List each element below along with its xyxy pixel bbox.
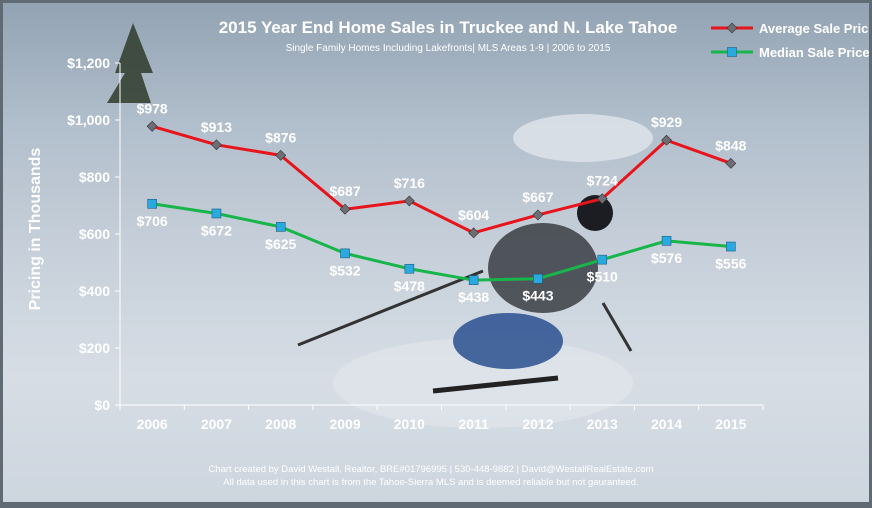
average-data-label: $604 [458,207,489,223]
x-tick-label: 2014 [651,416,682,432]
average-point [403,195,415,207]
median-point [211,208,222,219]
average-point [211,139,222,151]
median-data-label: $576 [651,250,682,266]
chart-subtitle: Single Family Homes Including Lakefronts… [286,43,611,54]
chart-frame: $0 $200 $400 $600 $800 $1,000 $1,200 2006 2007 2… [3,3,869,502]
average-data-label: $876 [265,129,296,145]
y-tick-label: $600 [79,226,110,242]
chart-title: 2015 Year End Home Sales in Truckee and … [219,18,678,37]
tree-icon [107,23,153,103]
median-point [147,198,157,209]
median-data-label: $556 [715,256,746,272]
series-line-median [151,202,731,282]
x-axis-ticks: 2006 2007 2008 2009 2010 2011 2012 2013 2014 2015 [119,405,764,432]
legend-label-median: Median Sale Price [759,45,869,60]
average-point [468,227,480,239]
median-data-label: $510 [587,269,618,285]
median-data-label: $672 [201,222,232,238]
median-point [468,275,479,285]
median-point [661,236,672,246]
average-point [725,157,737,169]
series-line-average [151,124,732,235]
y-tick-label: $800 [79,169,110,185]
average-data-label: $724 [587,173,618,189]
x-tick-label: 2013 [587,416,618,432]
average-data-label: $687 [329,183,360,199]
average-data-label: $913 [201,119,232,135]
x-tick-label: 2009 [329,416,360,432]
line-chart: $0$200$400$600$800$1,000$1,200 2006 2007 2… [27,18,869,488]
data-labels: $978 $913 $876 $687 $716 $604 $667 $724 $929 $848… [137,100,747,305]
average-data-label: $716 [394,175,425,191]
median-data-label: $443 [522,288,553,304]
y-tick-label: $1,000 [67,112,110,128]
footer-disclaimer: All data used in this chart is from the … [223,477,638,488]
footer-credit: Chart created by David Westall, Realtor,… [208,464,653,475]
x-tick-label: 2010 [394,416,425,432]
median-point [275,222,286,232]
average-data-label: $929 [651,114,682,130]
median-point [404,263,415,274]
average-data-label: $978 [137,100,168,116]
x-tick-label: 2012 [522,416,553,432]
diamond-marker-icon [726,22,738,34]
average-point [661,134,672,146]
legend-label-average: Average Sale Price [759,21,869,36]
median-point [340,248,350,259]
average-point [275,149,287,161]
median-point [533,273,543,284]
median-data-label: $438 [458,289,489,305]
x-tick-label: 2006 [137,416,168,432]
x-tick-label: 2008 [265,416,296,432]
average-data-label: $667 [522,189,553,205]
average-data-label: $848 [715,137,746,153]
median-data-label: $625 [265,236,296,252]
y-tick-label: $200 [79,340,110,356]
series-layer [146,120,737,285]
y-axis-label: Pricing in Thousands [27,148,44,311]
median-data-label: $532 [329,262,360,278]
square-marker-icon [727,47,737,57]
x-tick-label: 2011 [458,416,489,432]
average-point [146,120,158,132]
median-data-label: $478 [394,278,425,294]
y-axis-ticks: $0 $200 $400 $600 $800 $1,000 $1,200 [67,55,120,413]
median-data-label: $706 [137,213,168,229]
y-tick-label: $0 [94,397,110,413]
y-tick-label: $400 [79,283,110,299]
average-point [596,193,608,205]
background-scene [107,23,653,428]
average-point [339,203,351,215]
x-tick-label: 2007 [201,416,232,432]
y-tick-label: $1,200 [67,55,110,71]
x-tick-label: 2015 [715,416,746,432]
average-point [532,209,544,221]
legend: Average Sale Price Median Sale Price [711,21,869,60]
median-point [726,241,736,252]
median-point [597,254,608,265]
